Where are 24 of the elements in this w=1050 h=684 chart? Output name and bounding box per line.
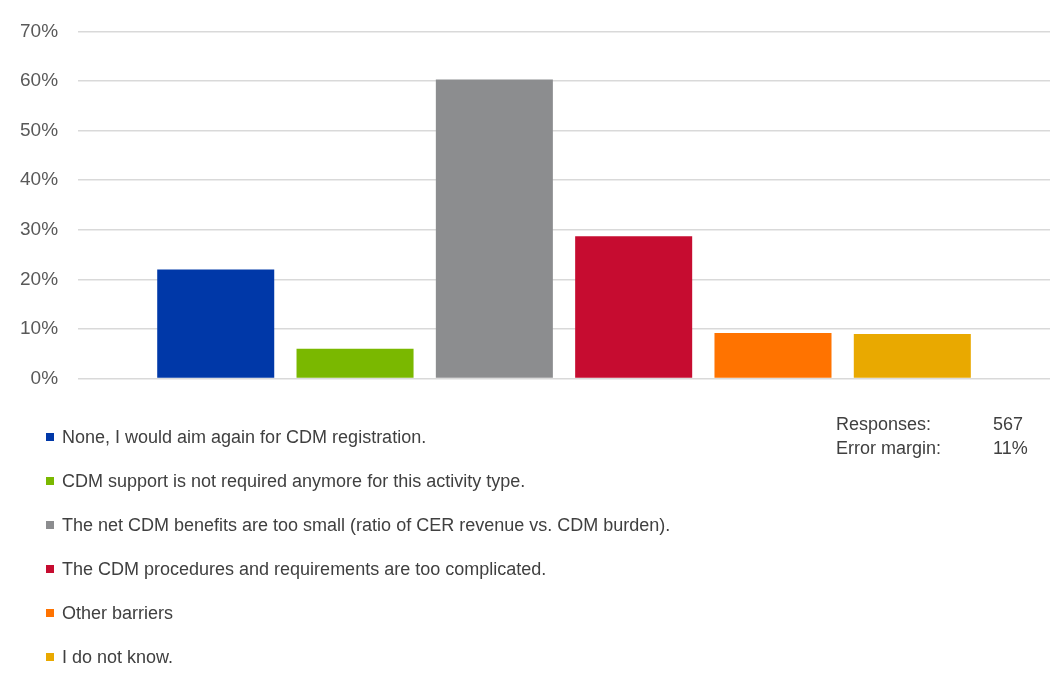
y-tick-label: 40% xyxy=(20,168,59,190)
text: Error margin: xyxy=(836,437,943,460)
bar xyxy=(435,79,553,378)
text: 11% xyxy=(993,437,1028,460)
legend-label: CDM support is not required anymore for this activity type. xyxy=(62,470,526,492)
bar xyxy=(714,332,832,378)
y-tick-label: 0% xyxy=(30,366,59,388)
y-tick-label: 70% xyxy=(20,19,59,41)
bar xyxy=(157,269,275,378)
text: Responses: xyxy=(836,413,933,436)
legend-label: None, I would aim again for CDM registration. xyxy=(62,426,427,448)
legend-label: Other barriers xyxy=(62,602,174,624)
bar xyxy=(296,348,414,378)
y-tick-label: 10% xyxy=(20,317,59,339)
y-tick-label: 30% xyxy=(20,218,59,240)
legend-label: The CDM procedures and requirements are too complicated. xyxy=(62,558,547,580)
legend-label: The net CDM benefits are too small (ratio of CER revenue vs. CDM burden). xyxy=(62,514,671,536)
text: 567 xyxy=(993,413,1025,436)
y-tick-label: 60% xyxy=(20,69,59,91)
bar xyxy=(575,236,693,378)
legend-label: I do not know. xyxy=(62,646,174,668)
y-tick-label: 50% xyxy=(20,118,59,140)
y-tick-label: 20% xyxy=(20,267,59,289)
bar xyxy=(853,333,971,378)
